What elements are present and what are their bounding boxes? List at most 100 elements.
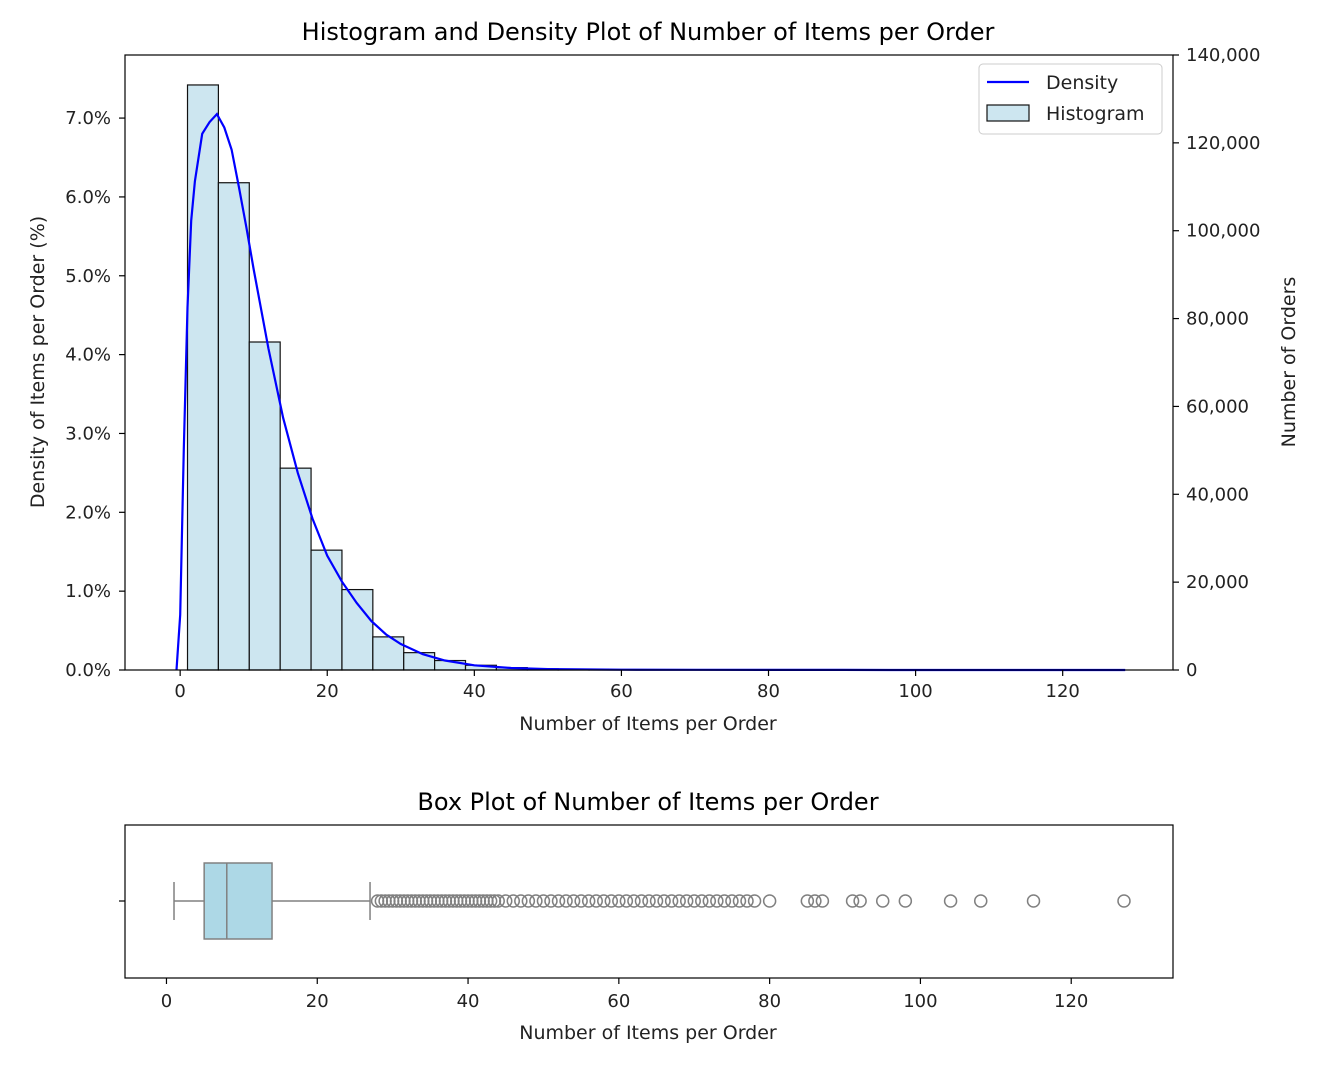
outlier-point — [845, 894, 860, 908]
outlier-point — [589, 894, 603, 908]
outlier-point — [566, 894, 581, 908]
outlier-point — [529, 894, 543, 908]
outlier-point — [1026, 894, 1041, 908]
outlier-point — [498, 894, 513, 908]
right-y-tick-label: 140,000 — [1186, 45, 1260, 66]
histogram-x-axis-label: Number of Items per Order — [519, 713, 777, 735]
histogram-right-y-axis-label: Number of Orders — [1278, 277, 1300, 448]
histogram-x-axis-ticks: 0 20 40 60 80 100 120 — [174, 670, 1080, 702]
y-tick-label: 2.0% — [65, 502, 111, 523]
outlier-point — [536, 894, 551, 908]
y-tick-label: 5.0% — [65, 266, 111, 287]
x-tick-label: 120 — [1046, 681, 1080, 702]
y-tick-label: 7.0% — [65, 108, 111, 129]
outlier-point — [627, 894, 641, 908]
outlier-point — [604, 894, 619, 908]
outlier-point — [491, 894, 505, 908]
outlier-point — [574, 894, 588, 908]
legend-histogram-swatch — [986, 104, 1030, 122]
outlier-point — [898, 894, 913, 908]
box-plot-title: Box Plot of Number of Items per Order — [417, 788, 878, 816]
y-tick-label: 3.0% — [65, 423, 111, 444]
outlier-point — [483, 894, 498, 908]
outlier-point — [664, 894, 679, 908]
outlier-point — [612, 894, 626, 908]
outlier-point — [642, 894, 656, 908]
histogram-bar — [248, 341, 281, 671]
histogram-bar — [341, 588, 374, 671]
outlier-point — [1117, 894, 1131, 908]
box-x-tick-label: 20 — [306, 991, 329, 1012]
x-tick-label: 0 — [174, 681, 185, 702]
outlier-point — [619, 894, 634, 908]
box-plot-outliers — [370, 894, 1131, 908]
box-plot-x-axis-ticks: 0 20 40 60 80 100 120 — [161, 978, 1088, 1012]
x-tick-label: 100 — [898, 681, 932, 702]
outlier-point — [717, 894, 732, 908]
box-plot-chart: Box Plot of Number of Items per Order 0 2… — [119, 788, 1174, 1044]
box-x-tick-label: 120 — [1054, 991, 1088, 1012]
histogram-bar — [186, 84, 220, 671]
outlier-point — [725, 894, 739, 908]
x-tick-label: 20 — [316, 681, 339, 702]
outlier-point — [800, 894, 815, 908]
outlier-point — [559, 894, 573, 908]
x-tick-label: 60 — [610, 681, 633, 702]
y-tick-label: 4.0% — [65, 345, 111, 366]
histogram-bar — [279, 467, 312, 671]
legend-histogram-label: Histogram — [1046, 103, 1145, 125]
outlier-point — [521, 894, 536, 908]
right-y-tick-label: 20,000 — [1186, 572, 1249, 593]
outlier-point — [514, 894, 528, 908]
legend: Density Histogram — [978, 63, 1163, 135]
outlier-point — [808, 894, 822, 908]
box-x-tick-label: 80 — [758, 991, 781, 1012]
legend-density-label: Density — [1046, 72, 1118, 94]
x-tick-label: 80 — [757, 681, 780, 702]
outlier-point — [649, 894, 664, 908]
histogram-y-axis-label: Density of Items per Order (%) — [27, 216, 49, 508]
histogram-bars — [186, 84, 621, 671]
outlier-point — [732, 894, 747, 908]
histogram-plot-frame — [124, 54, 1174, 671]
right-y-tick-label: 120,000 — [1186, 133, 1260, 154]
histogram-right-y-axis-ticks: 0 20,000 40,000 60,000 80,000 100,000 120,000 1… — [1173, 45, 1260, 681]
outlier-point — [672, 894, 686, 908]
outlier-point — [695, 894, 709, 908]
right-y-tick-label: 0 — [1186, 660, 1197, 681]
outlier-point — [597, 894, 611, 908]
histogram-bar — [310, 549, 343, 671]
outlier-point — [943, 894, 958, 908]
right-y-tick-label: 40,000 — [1186, 484, 1249, 505]
outlier-point — [687, 894, 701, 908]
outlier-point — [581, 894, 596, 908]
box-plot-elements — [173, 862, 371, 940]
outlier-point — [544, 894, 558, 908]
right-y-tick-label: 80,000 — [1186, 309, 1249, 330]
x-tick-label: 40 — [463, 681, 486, 702]
outlier-point — [634, 894, 649, 908]
box-x-tick-label: 0 — [161, 991, 172, 1012]
outlier-point — [506, 894, 521, 908]
outlier-point — [740, 894, 754, 908]
histogram-density-chart: Histogram and Density Plot of Number of … — [27, 18, 1300, 735]
histogram-chart-title: Histogram and Density Plot of Number of … — [302, 18, 995, 46]
outlier-point — [875, 894, 890, 908]
y-tick-label: 6.0% — [65, 187, 111, 208]
outlier-point — [973, 894, 988, 908]
outlier-point — [747, 894, 762, 908]
outlier-point — [762, 894, 777, 908]
box-x-tick-label: 40 — [457, 991, 480, 1012]
histogram-bar — [217, 182, 250, 671]
right-y-tick-label: 100,000 — [1186, 221, 1260, 242]
outlier-point — [657, 894, 671, 908]
outlier-point — [702, 894, 717, 908]
right-y-tick-label: 60,000 — [1186, 396, 1249, 417]
outlier-point — [815, 894, 830, 908]
outlier-point — [679, 894, 694, 908]
outlier-point — [853, 894, 867, 908]
histogram-y-axis-ticks: 0.0% 1.0% 2.0% 3.0% 4.0% 5.0% 6.0% 7.0% — [65, 108, 125, 681]
box-x-tick-label: 60 — [607, 991, 630, 1012]
y-tick-label: 1.0% — [65, 581, 111, 602]
